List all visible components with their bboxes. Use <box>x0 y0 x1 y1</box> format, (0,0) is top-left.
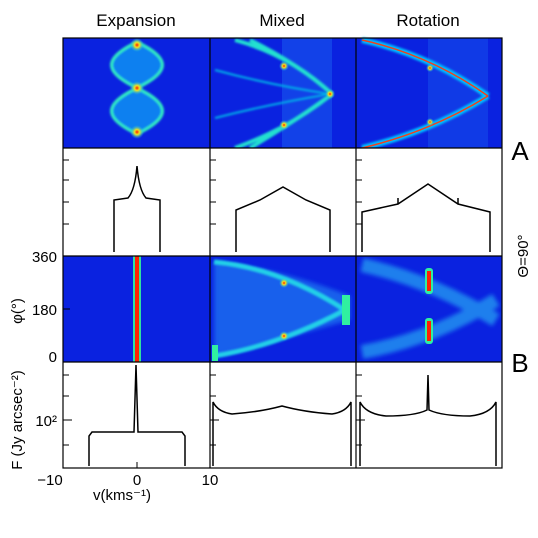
panel-a-map-mixed <box>210 38 356 150</box>
row-group-label-b: B <box>511 348 528 378</box>
panel-b-map-mixed <box>210 256 356 362</box>
velocity-tick-zero: 0 <box>133 472 141 489</box>
profile-line <box>88 364 186 466</box>
panel-a-profile-mixed <box>210 148 356 256</box>
panel-a-profile-expansion <box>63 148 210 256</box>
panel-b-profile-rotation <box>356 362 502 468</box>
velocity-axis-label: v(kms⁻¹) <box>93 487 151 504</box>
flux-axis-label: F (Jy arcsec⁻²) <box>9 370 26 470</box>
profile-line <box>113 165 161 252</box>
axis-ticks <box>63 159 365 468</box>
panel-b-map-rotation <box>356 256 502 362</box>
column-title-mixed: Mixed <box>259 11 304 30</box>
panel-a-map-expansion <box>63 38 210 148</box>
panel-a-map-rotation <box>356 37 502 151</box>
profile-line <box>359 374 497 466</box>
velocity-tick-min: −10 <box>37 472 62 489</box>
grid-frame <box>62 37 503 469</box>
column-title-rotation: Rotation <box>396 11 459 30</box>
phi-tick-180: 180 <box>32 302 57 319</box>
panel-a-profile-rotation <box>356 148 502 256</box>
phi-tick-0: 0 <box>49 349 57 366</box>
phi-tick-360: 360 <box>32 249 57 266</box>
row-group-label-a: A <box>511 136 529 166</box>
panel-b-profile-mixed <box>210 362 356 468</box>
panel-b-map-expansion <box>63 256 210 362</box>
theta-label: Θ=90° <box>515 234 532 277</box>
velocity-tick-max: 10 <box>202 472 219 489</box>
profile-line <box>212 401 352 466</box>
panel-b-profile-expansion <box>63 362 210 468</box>
phi-axis-label: φ(°) <box>9 298 26 324</box>
profile-line <box>361 183 491 252</box>
profile-line <box>235 186 331 252</box>
flux-tick: 10² <box>35 413 57 430</box>
column-title-expansion: Expansion <box>96 11 175 30</box>
